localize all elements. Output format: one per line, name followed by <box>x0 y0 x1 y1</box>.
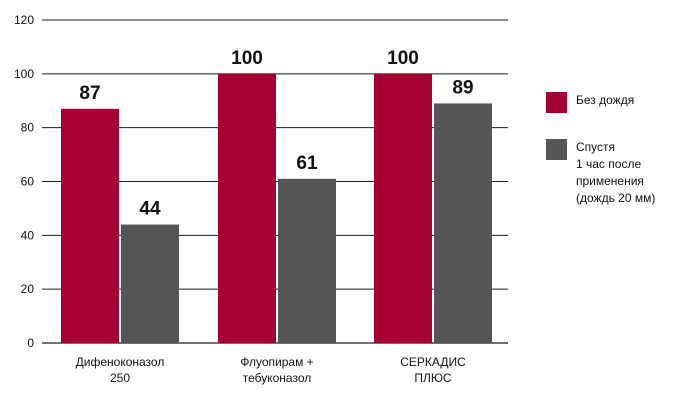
x-tick-label-2-line-1: ПЛЮС <box>414 371 451 385</box>
data-label-no-rain-2: 100 <box>387 48 419 69</box>
legend-item-after-rain: Спустя 1 час после применения (дождь 20 … <box>546 139 680 207</box>
data-label-after-rain-2: 89 <box>452 77 473 98</box>
y-tick-label-20: 20 <box>21 282 35 296</box>
y-tick-label-40: 40 <box>21 228 35 242</box>
bar-no-rain-0 <box>61 108 119 343</box>
x-tick-label-1-line-1: тебуконазол <box>243 371 312 385</box>
data-label-after-rain-0: 44 <box>139 199 161 220</box>
legend-label-after-rain: Спустя 1 час после применения (дождь 20 … <box>576 140 656 205</box>
x-tick-label-1-line-0: Флуопирам + <box>240 355 313 369</box>
y-tick-label-120: 120 <box>14 13 34 27</box>
y-tick-label-0: 0 <box>27 336 34 350</box>
data-label-no-rain-0: 87 <box>79 83 100 104</box>
legend: Без дождя Спустя 1 час после применения … <box>546 92 680 233</box>
x-tick-label-2-line-0: СЕРКАДИС <box>400 355 466 369</box>
y-tick-label-80: 80 <box>21 121 35 135</box>
bar-after-rain-0 <box>121 224 179 343</box>
bar-after-rain-2 <box>434 103 492 343</box>
data-label-after-rain-1: 61 <box>296 153 318 174</box>
legend-label-no-rain: Без дождя <box>576 93 635 107</box>
x-tick-label-0-line-0: Дифеноконазол <box>76 355 165 369</box>
legend-item-no-rain: Без дождя <box>546 92 680 113</box>
legend-swatch-no-rain <box>546 92 567 113</box>
bar-no-rain-2 <box>374 73 432 343</box>
y-tick-label-60: 60 <box>21 175 35 189</box>
bar-no-rain-1 <box>218 73 276 343</box>
bar-after-rain-1 <box>278 178 336 343</box>
legend-swatch-after-rain <box>546 139 567 160</box>
x-tick-label-0-line-1: 250 <box>110 371 130 385</box>
y-tick-label-100: 100 <box>14 67 34 81</box>
data-label-no-rain-1: 100 <box>231 48 263 69</box>
